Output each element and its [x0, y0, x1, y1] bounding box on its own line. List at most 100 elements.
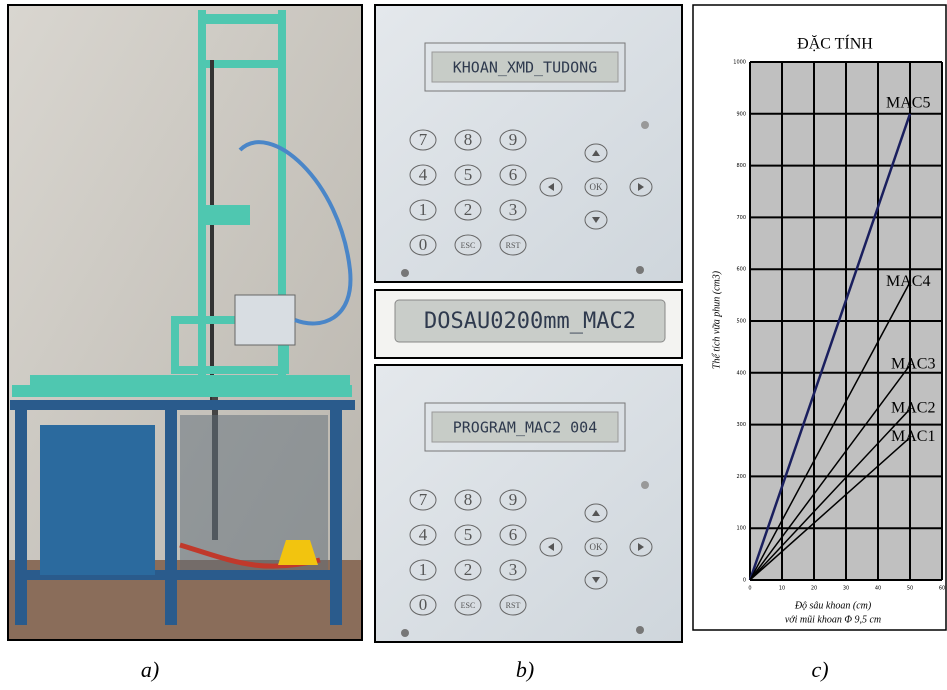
lcd-text: KHOAN_XMD_TUDONG [453, 59, 598, 77]
x-tick-label: 10 [779, 586, 785, 592]
key [409, 199, 437, 221]
key-label: RST [506, 601, 521, 610]
x-axis-label: Độ sâu khoan (cm) [794, 600, 872, 611]
series-label: MAC4 [886, 273, 930, 290]
x-tick-label: 30 [843, 586, 849, 592]
key [409, 129, 437, 151]
key [409, 164, 437, 186]
key-label: 1 [419, 560, 428, 579]
series-line [749, 408, 911, 581]
key [499, 489, 527, 511]
key [409, 234, 437, 256]
photo-rig [7, 4, 363, 641]
keypad-photo: PROGRAM_MAC2 004 7 8 9 4 5 6 1 2 3 0 ESC RST OK [374, 364, 683, 643]
nav-key [539, 177, 563, 197]
key-label: 8 [464, 130, 473, 149]
keypad-panel [374, 4, 683, 283]
key [454, 489, 482, 511]
y-tick-label: 500 [736, 319, 746, 325]
y-tick-label: 600 [736, 267, 746, 273]
lcd-text: DOSAU0200mm_MAC2 [424, 309, 636, 334]
caption: b) [516, 657, 534, 682]
key-label: 7 [419, 490, 428, 509]
y-tick-label: 300 [736, 422, 746, 428]
key-label: ESC [461, 601, 476, 610]
key-label: ESC [461, 241, 476, 250]
key-label: 7 [419, 130, 428, 149]
x-tick-label: 40 [875, 586, 881, 592]
key-label: 6 [509, 525, 518, 544]
y-tick-label: 400 [736, 370, 746, 376]
key [499, 129, 527, 151]
key-label: 3 [509, 560, 518, 579]
series-line [749, 281, 911, 581]
key [454, 594, 482, 616]
key-label: 0 [419, 595, 428, 614]
x-tick-label: 0 [748, 586, 751, 592]
y-tick-label: 700 [736, 215, 746, 221]
caption: c) [811, 657, 828, 682]
key [454, 234, 482, 256]
lcd [431, 51, 619, 83]
lcd-closeup: DOSAU0200mm_MAC2 [374, 289, 683, 359]
arrow-icon [592, 150, 600, 156]
arrow-icon [638, 543, 644, 551]
x-tick-label: 20 [811, 586, 817, 592]
y-tick-label: 100 [736, 526, 746, 532]
nav-key [584, 570, 608, 590]
lcd-bezel [424, 42, 626, 92]
caption: a) [141, 657, 159, 682]
key [409, 489, 437, 511]
key [499, 594, 527, 616]
key [409, 524, 437, 546]
series-label: MAC2 [891, 400, 935, 417]
key-label: 8 [464, 490, 473, 509]
lcd-bezel [424, 402, 626, 452]
arrow-icon [592, 510, 600, 516]
keypad-panel [374, 364, 683, 643]
nav-key [584, 143, 608, 163]
arrow-icon [638, 183, 644, 191]
series-line [749, 436, 911, 581]
arrow-icon [592, 577, 600, 583]
y-tick-label: 800 [736, 163, 746, 169]
nav-key [629, 537, 653, 557]
nav-key [584, 210, 608, 230]
key-label: 9 [509, 490, 518, 509]
series-label: MAC1 [891, 428, 935, 445]
arrow-icon [548, 543, 554, 551]
y-tick-label: 900 [736, 111, 746, 117]
arrow-icon [592, 217, 600, 223]
chart-title: ĐẶC TÍNH [797, 34, 873, 53]
screw [636, 266, 644, 274]
y-axis-label: Thể tích vữa phun (cm3) [711, 270, 722, 369]
series-line [748, 113, 912, 581]
nav-key [584, 537, 608, 557]
key [409, 559, 437, 581]
key-label: 5 [464, 165, 473, 184]
key-label: 0 [419, 235, 428, 254]
key-label: 1 [419, 200, 428, 219]
key [409, 594, 437, 616]
key-label: 4 [419, 525, 428, 544]
arrow-icon [548, 183, 554, 191]
key [499, 164, 527, 186]
key-label: 5 [464, 525, 473, 544]
key [454, 129, 482, 151]
key [499, 199, 527, 221]
key [499, 524, 527, 546]
keypad-photo: KHOAN_XMD_TUDONG 7 8 9 4 5 6 1 2 3 0 ESC RST OK [374, 4, 683, 283]
key-label: OK [590, 182, 603, 192]
key [454, 524, 482, 546]
series-line [749, 364, 911, 581]
key [454, 164, 482, 186]
series-label: MAC5 [886, 94, 930, 111]
x-tick-label: 50 [907, 586, 913, 592]
key [499, 559, 527, 581]
screw [401, 269, 409, 277]
screw [636, 626, 644, 634]
nav-key [584, 177, 608, 197]
key-label: 4 [419, 165, 428, 184]
